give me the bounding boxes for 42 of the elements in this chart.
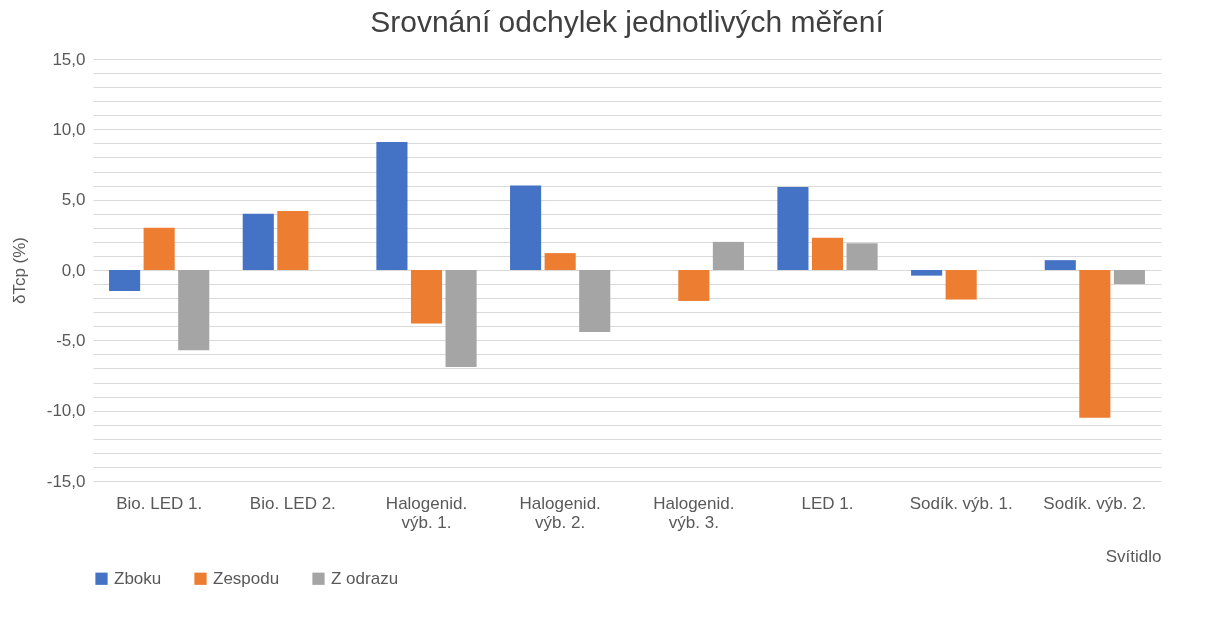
bar bbox=[945, 270, 977, 300]
bar bbox=[242, 213, 274, 270]
y-tick-label: 15,0 bbox=[52, 49, 86, 69]
x-tick-label: Bio. LED 1. bbox=[116, 493, 203, 513]
bar bbox=[1044, 260, 1076, 270]
x-tick-label: Bio. LED 2. bbox=[249, 493, 336, 513]
y-tick-label: -10,0 bbox=[46, 401, 86, 421]
bar bbox=[178, 270, 210, 351]
bar bbox=[1113, 270, 1145, 285]
y-axis-title: δTcp (%) bbox=[9, 236, 29, 305]
chart-title: Srovnání odchylek jednotlivých měření bbox=[370, 5, 885, 38]
legend-label: Zboku bbox=[114, 568, 162, 588]
bar bbox=[510, 185, 542, 270]
bar bbox=[410, 270, 443, 324]
bar bbox=[143, 227, 175, 270]
x-tick-label: Sodík. výb. 1. bbox=[909, 493, 1013, 513]
bar bbox=[109, 270, 141, 292]
x-tick-label: Halogenid. výb. 2. bbox=[519, 493, 601, 532]
bar bbox=[445, 270, 477, 368]
bar bbox=[277, 210, 309, 270]
x-tick-label: Halogenid. výb. 1. bbox=[385, 493, 468, 532]
bar bbox=[777, 187, 809, 270]
bar bbox=[579, 270, 611, 332]
x-tick-label: Halogenid. výb. 3. bbox=[653, 493, 735, 532]
bar bbox=[1079, 270, 1111, 418]
bar bbox=[678, 270, 710, 301]
bar bbox=[712, 241, 744, 270]
y-tick-label: -5,0 bbox=[56, 330, 86, 350]
legend-label: Z odrazu bbox=[331, 568, 399, 588]
legend-label: Zespodu bbox=[213, 568, 280, 588]
bar bbox=[811, 237, 844, 270]
bar bbox=[376, 141, 408, 270]
x-tick-label: LED 1. bbox=[801, 493, 854, 513]
y-tick-label: -15,0 bbox=[46, 471, 86, 491]
bar bbox=[911, 270, 943, 276]
x-tick-label: Sodík. výb. 2. bbox=[1043, 493, 1147, 513]
bar bbox=[846, 243, 878, 270]
y-tick-label: 10,0 bbox=[52, 119, 86, 139]
y-tick-label: 0,0 bbox=[61, 260, 86, 280]
x-axis-title: Svítidlo bbox=[1105, 546, 1162, 566]
bar bbox=[544, 253, 576, 270]
y-tick-label: 5,0 bbox=[61, 190, 86, 210]
